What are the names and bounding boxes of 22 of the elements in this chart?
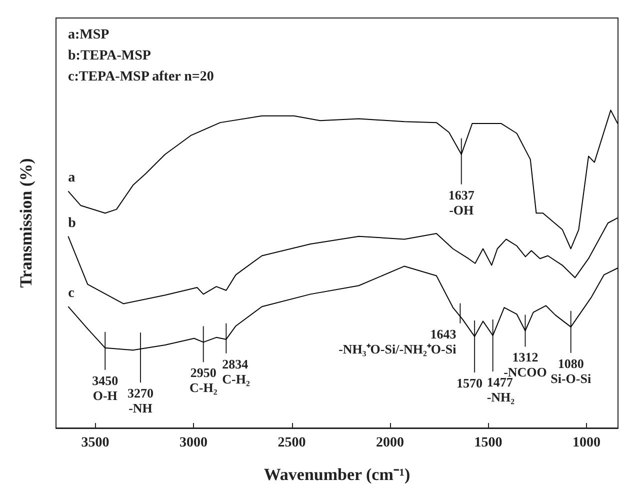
annotation: 3270 -NH <box>127 386 154 416</box>
text: c:TEPA-MSP after n=20 <box>68 70 214 84</box>
annotation: 2950 C-H₂ <box>190 365 218 396</box>
series-label: b <box>68 216 76 231</box>
x-tick-label: 3500 <box>81 436 110 450</box>
annotation: 1570 <box>456 375 483 390</box>
annotation: 1637 -OH <box>448 187 475 218</box>
annotation: 1643 -NH₃⁺O-Si/-NH₂⁺O-Si <box>338 326 457 356</box>
x-tick-label: 3000 <box>180 436 208 450</box>
annotation: 1080 Si-O-Si <box>550 356 592 386</box>
x-axis-title: Wavenumber (cm⁻¹) <box>264 465 410 484</box>
annotation: 2834 C-H₂ <box>222 356 250 386</box>
x-tick-label: 2500 <box>278 436 306 450</box>
series-label: a <box>68 170 76 186</box>
x-tick-label: 1500 <box>474 436 502 450</box>
series-label: c <box>68 286 74 302</box>
x-tick-label: 1000 <box>572 436 601 450</box>
x-tick-label: 2000 <box>376 436 404 450</box>
y-axis-title: Transmission (%) <box>16 158 36 288</box>
text: a:MSP <box>68 28 110 42</box>
text: b:TEPA-MSP <box>68 48 152 64</box>
annotation: 3450 O-H <box>92 372 118 403</box>
